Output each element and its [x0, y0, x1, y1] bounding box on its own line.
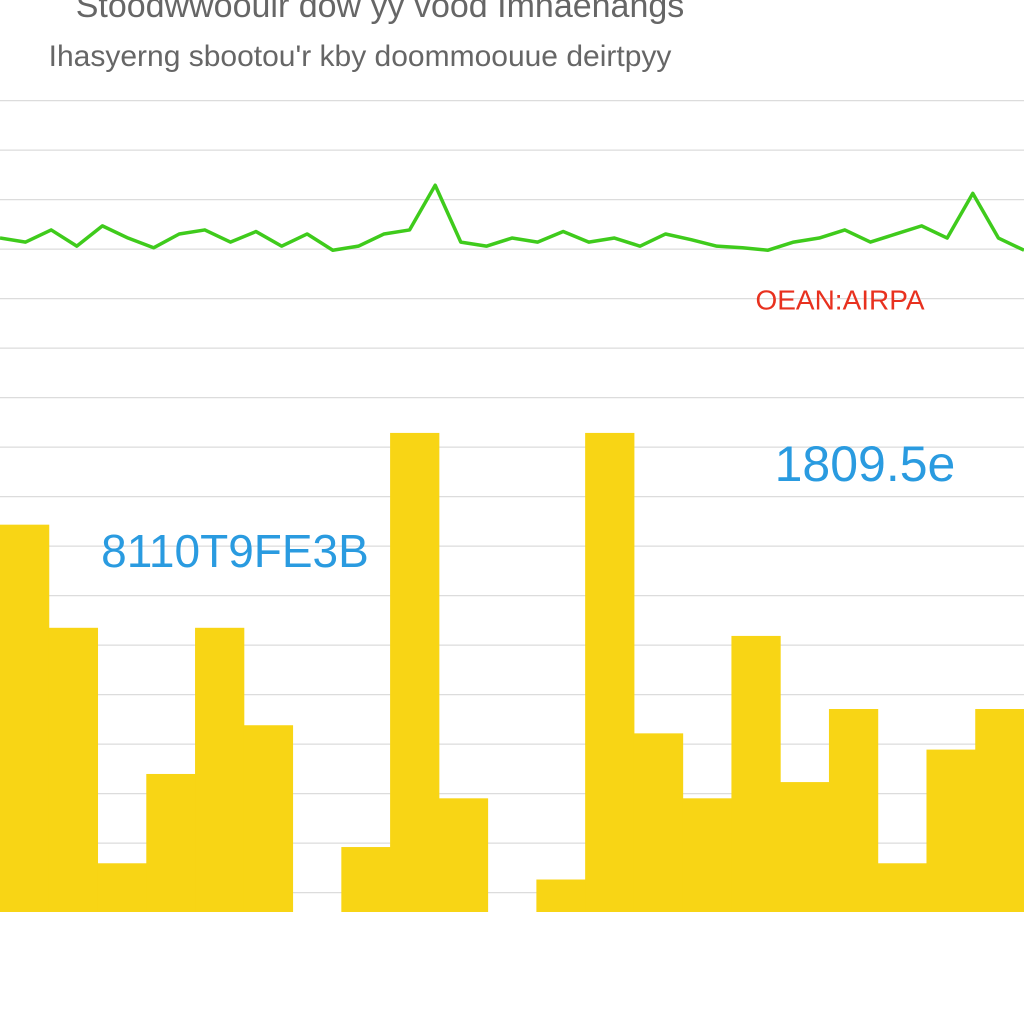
bar	[536, 879, 586, 912]
bar	[341, 847, 391, 912]
bar	[390, 432, 440, 912]
annotation: 1809.5e	[775, 436, 956, 492]
bar	[146, 773, 196, 912]
bar	[780, 782, 830, 912]
bar	[633, 733, 684, 912]
bar	[682, 798, 732, 912]
annotation: OEAN:AIRPA	[755, 284, 924, 315]
bar	[731, 635, 781, 912]
bar	[97, 863, 147, 912]
bar	[438, 798, 489, 912]
bar	[828, 709, 879, 912]
bar	[195, 627, 245, 912]
chart-subtitle: Ihasyerng sbootou'r kby doommoouue deirt…	[49, 40, 672, 73]
bar	[48, 627, 99, 912]
chart-title: Stoodwwoouir dow yy vood Imnaenangs	[76, 0, 685, 25]
bar	[926, 749, 976, 912]
bar	[877, 863, 927, 912]
bar	[0, 524, 50, 912]
bar	[975, 709, 1024, 912]
annotation: 8110T9FE3B	[101, 525, 369, 577]
bar	[243, 725, 294, 912]
bar	[585, 432, 635, 912]
line	[0, 183, 1024, 252]
